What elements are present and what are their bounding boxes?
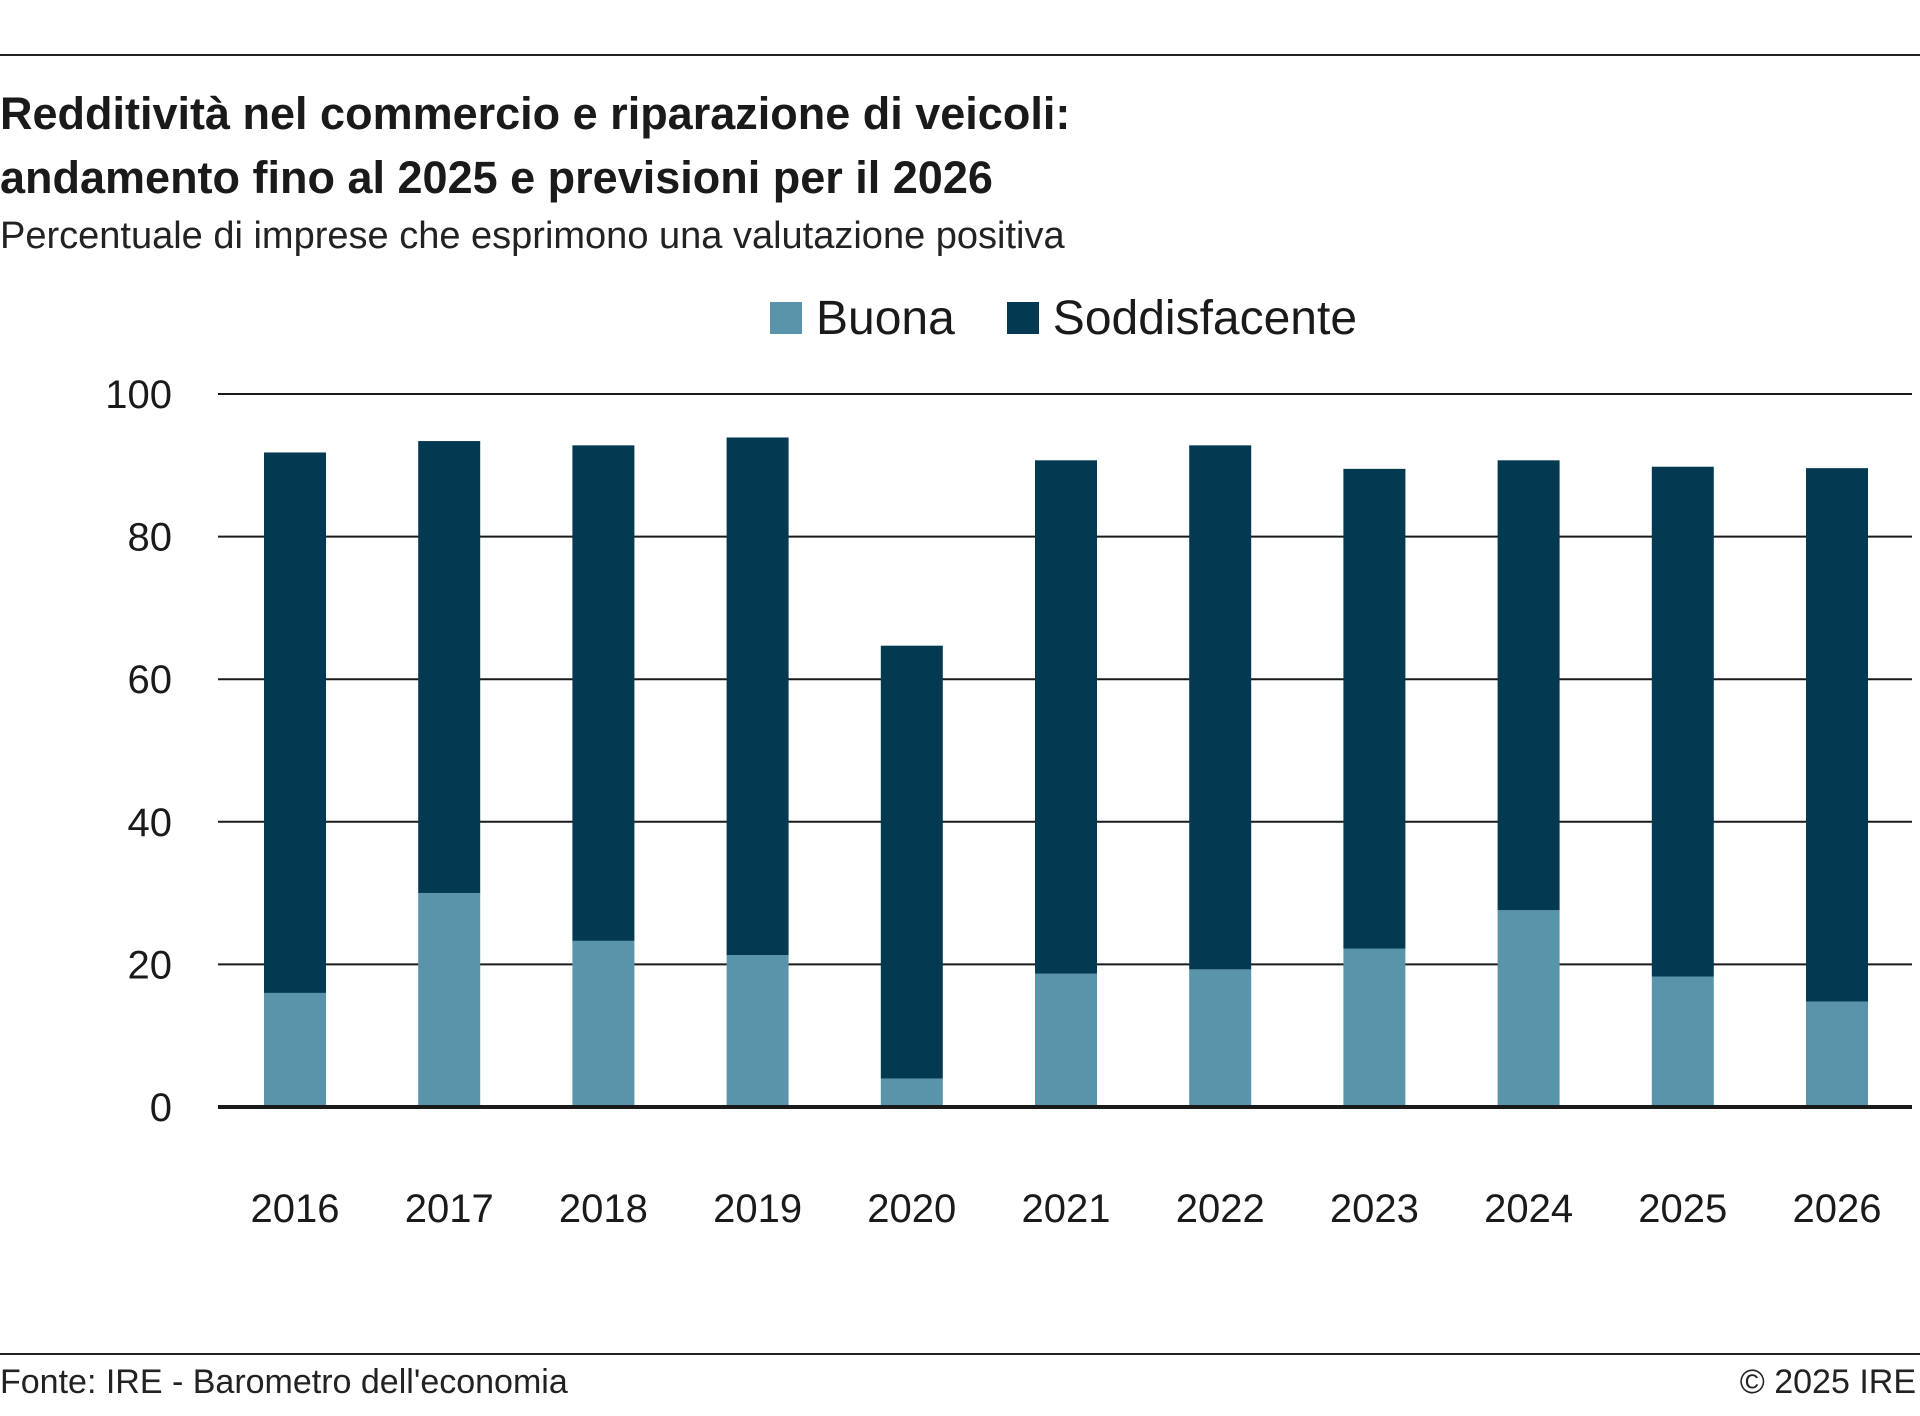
bar-buona-2025 — [1651, 976, 1714, 1107]
chart-subtitle: Percentuale di imprese che esprimono una… — [0, 215, 1065, 257]
bar-soddisfacente-2023 — [1343, 468, 1406, 949]
y-tick-label: 0 — [150, 1086, 172, 1130]
x-tick-label: 2019 — [713, 1187, 802, 1231]
copyright-note: © 2025 IRE — [1739, 1363, 1916, 1401]
y-tick-label: 100 — [105, 373, 172, 417]
bar-soddisfacente-2024 — [1497, 460, 1560, 911]
x-tick-label: 2021 — [1022, 1187, 1111, 1231]
bottom-rule — [0, 1353, 1920, 1355]
bar-soddisfacente-2021 — [1035, 460, 1097, 974]
bar-soddisfacente-2026 — [1806, 468, 1868, 1002]
x-tick-label: 2016 — [251, 1187, 340, 1231]
legend-swatch-soddisfacente — [1006, 302, 1039, 334]
x-tick-label: 2026 — [1793, 1187, 1882, 1231]
bar-soddisfacente-2022 — [1189, 445, 1252, 970]
bar-buona-2026 — [1806, 1001, 1868, 1107]
bar-soddisfacente-2020 — [880, 645, 943, 1079]
x-tick-label: 2024 — [1484, 1187, 1573, 1231]
y-tick-label: 60 — [128, 658, 173, 702]
bar-buona-2019 — [726, 955, 789, 1107]
bar-buona-2016 — [264, 992, 326, 1107]
legend-label-soddisfacente: Soddisfacente — [1052, 291, 1358, 345]
bar-buona-2017 — [418, 893, 481, 1107]
x-tick-label: 2017 — [405, 1187, 494, 1231]
legend-item-soddisfacente: Soddisfacente — [1006, 291, 1358, 346]
chart-legend: Buona Soddisfacente — [770, 290, 1409, 346]
title-line-2: andamento fino al 2025 e previsioni per … — [0, 152, 993, 203]
legend-swatch-buona — [770, 302, 802, 334]
bar-soddisfacente-2017 — [418, 441, 481, 894]
bar-buona-2020 — [880, 1078, 943, 1107]
title-line-1: Redditività nel commercio e riparazione … — [0, 88, 1071, 139]
x-tick-label: 2022 — [1176, 1187, 1265, 1231]
legend-label-buona: Buona — [816, 291, 955, 345]
y-tick-label: 80 — [128, 516, 173, 560]
top-rule — [0, 54, 1920, 56]
bar-soddisfacente-2025 — [1651, 466, 1714, 977]
x-tick-label: 2023 — [1330, 1187, 1419, 1231]
chart-title: Redditività nel commercio e riparazione … — [0, 82, 1900, 210]
bar-soddisfacente-2018 — [572, 445, 635, 941]
stacked-bar-chart: 0 20 40 60 80 100 2016 2017 2018 2019 2020 2021 2022… — [105, 373, 1912, 1231]
bar-buona-2021 — [1035, 973, 1097, 1107]
bar-buona-2018 — [572, 940, 635, 1107]
y-tick-label: 40 — [128, 801, 173, 845]
source-note: Fonte: IRE - Barometro dell'economia — [0, 1363, 568, 1401]
bar-soddisfacente-2019 — [726, 437, 789, 956]
bar-buona-2023 — [1343, 948, 1406, 1107]
bar-buona-2022 — [1189, 969, 1252, 1107]
bar-soddisfacente-2016 — [264, 452, 326, 993]
x-tick-label: 2018 — [559, 1187, 648, 1231]
legend-item-buona: Buona — [770, 291, 955, 346]
x-tick-label: 2025 — [1638, 1187, 1727, 1231]
x-tick-label: 2020 — [867, 1187, 956, 1231]
y-tick-label: 20 — [128, 943, 173, 987]
bar-buona-2024 — [1497, 910, 1560, 1107]
